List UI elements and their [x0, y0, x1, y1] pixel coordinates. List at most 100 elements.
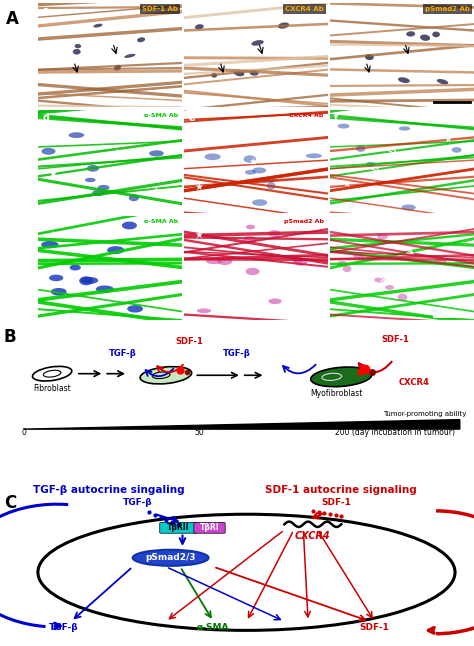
Ellipse shape	[149, 151, 164, 156]
Ellipse shape	[122, 222, 137, 229]
Ellipse shape	[306, 153, 322, 158]
Ellipse shape	[310, 367, 372, 387]
Ellipse shape	[206, 258, 222, 264]
Ellipse shape	[432, 32, 440, 37]
Ellipse shape	[49, 275, 64, 281]
Ellipse shape	[343, 266, 351, 272]
Ellipse shape	[278, 23, 289, 28]
Ellipse shape	[140, 367, 191, 384]
Text: C: C	[4, 494, 16, 512]
Ellipse shape	[75, 44, 81, 48]
Text: α-SMA / CXCR4 Ab: α-SMA / CXCR4 Ab	[410, 112, 470, 118]
Text: A: A	[6, 10, 18, 28]
Text: SDF-1: SDF-1	[321, 498, 352, 507]
FancyBboxPatch shape	[194, 523, 225, 533]
Ellipse shape	[98, 185, 109, 190]
Ellipse shape	[437, 79, 448, 85]
Text: ★: ★	[113, 148, 121, 158]
Text: α-SMA: α-SMA	[197, 623, 229, 632]
Text: CXCR4: CXCR4	[398, 378, 429, 387]
Text: SDF-1: SDF-1	[382, 335, 410, 344]
Ellipse shape	[267, 182, 275, 189]
Ellipse shape	[244, 155, 256, 163]
Ellipse shape	[252, 199, 267, 206]
Ellipse shape	[245, 170, 256, 174]
Text: i: i	[334, 219, 338, 229]
Polygon shape	[24, 420, 460, 429]
Text: 200 (day incubation in tumour): 200 (day incubation in tumour)	[335, 428, 455, 437]
Ellipse shape	[353, 253, 365, 258]
Text: ★: ★	[201, 123, 210, 133]
Ellipse shape	[129, 194, 139, 202]
Ellipse shape	[260, 178, 276, 182]
Ellipse shape	[246, 225, 255, 229]
Text: CXCR4 Ab: CXCR4 Ab	[285, 6, 324, 12]
Ellipse shape	[268, 230, 281, 237]
Text: TGF-β: TGF-β	[123, 498, 152, 507]
Ellipse shape	[70, 265, 81, 271]
Text: Tumor-promoting ability: Tumor-promoting ability	[383, 412, 467, 417]
Ellipse shape	[92, 190, 105, 196]
Ellipse shape	[385, 285, 394, 290]
Text: pSmad2 Ab: pSmad2 Ab	[425, 6, 470, 12]
Ellipse shape	[211, 73, 217, 78]
Text: ★: ★	[48, 169, 57, 179]
Ellipse shape	[406, 31, 415, 37]
Text: c: c	[334, 6, 340, 16]
Text: e: e	[188, 112, 195, 123]
Ellipse shape	[41, 148, 55, 154]
Ellipse shape	[398, 294, 408, 301]
Text: α-SMA / CXCR4 Ab: α-SMA / CXCR4 Ab	[406, 112, 470, 118]
Text: TβRI: TβRI	[200, 523, 219, 532]
Text: ★: ★	[405, 271, 413, 281]
Text: SDF-1 Ab: SDF-1 Ab	[142, 6, 178, 12]
Text: B: B	[4, 328, 17, 346]
Text: TβRII: TβRII	[167, 523, 190, 532]
Text: ★: ★	[302, 196, 311, 206]
Ellipse shape	[127, 305, 143, 313]
Ellipse shape	[243, 236, 257, 243]
Ellipse shape	[81, 277, 98, 284]
Text: TGF-β: TGF-β	[109, 349, 137, 359]
Text: b: b	[188, 6, 195, 16]
Text: ★: ★	[194, 230, 203, 240]
Text: ★: ★	[444, 134, 453, 143]
Text: 0: 0	[21, 428, 26, 437]
Ellipse shape	[399, 127, 410, 130]
Ellipse shape	[96, 286, 114, 293]
Text: ★: ★	[249, 156, 257, 167]
Ellipse shape	[124, 54, 136, 58]
Text: 50: 50	[194, 428, 204, 437]
Ellipse shape	[234, 70, 244, 76]
Ellipse shape	[452, 147, 462, 152]
Ellipse shape	[356, 145, 365, 152]
Text: Myofibroblast: Myofibroblast	[310, 390, 363, 399]
Ellipse shape	[401, 205, 416, 211]
Ellipse shape	[420, 34, 430, 41]
Ellipse shape	[217, 258, 232, 265]
Text: CXCR4: CXCR4	[295, 531, 331, 541]
Text: TGF-β: TGF-β	[49, 623, 79, 632]
Ellipse shape	[195, 24, 204, 30]
Ellipse shape	[398, 78, 410, 83]
Text: SDF-1: SDF-1	[359, 623, 390, 632]
Text: ★: ★	[113, 278, 121, 289]
Ellipse shape	[293, 258, 308, 266]
Ellipse shape	[73, 49, 81, 54]
Text: SDF-1 autocrine signaling: SDF-1 autocrine signaling	[265, 485, 417, 495]
Text: ★: ★	[55, 123, 64, 133]
Text: ★: ★	[152, 185, 161, 196]
Text: f: f	[334, 112, 338, 123]
Ellipse shape	[337, 123, 349, 129]
Ellipse shape	[114, 65, 121, 70]
Text: SDF-1: SDF-1	[176, 337, 203, 346]
Ellipse shape	[79, 276, 93, 286]
Text: α-SMA / pSmad2 Ab: α-SMA / pSmad2 Ab	[405, 219, 470, 224]
Text: TGF-β: TGF-β	[223, 349, 251, 359]
Ellipse shape	[137, 37, 145, 42]
Ellipse shape	[41, 241, 59, 248]
Ellipse shape	[246, 268, 260, 275]
Ellipse shape	[69, 132, 84, 138]
Text: ★: ★	[343, 180, 352, 189]
Text: h: h	[188, 219, 195, 229]
